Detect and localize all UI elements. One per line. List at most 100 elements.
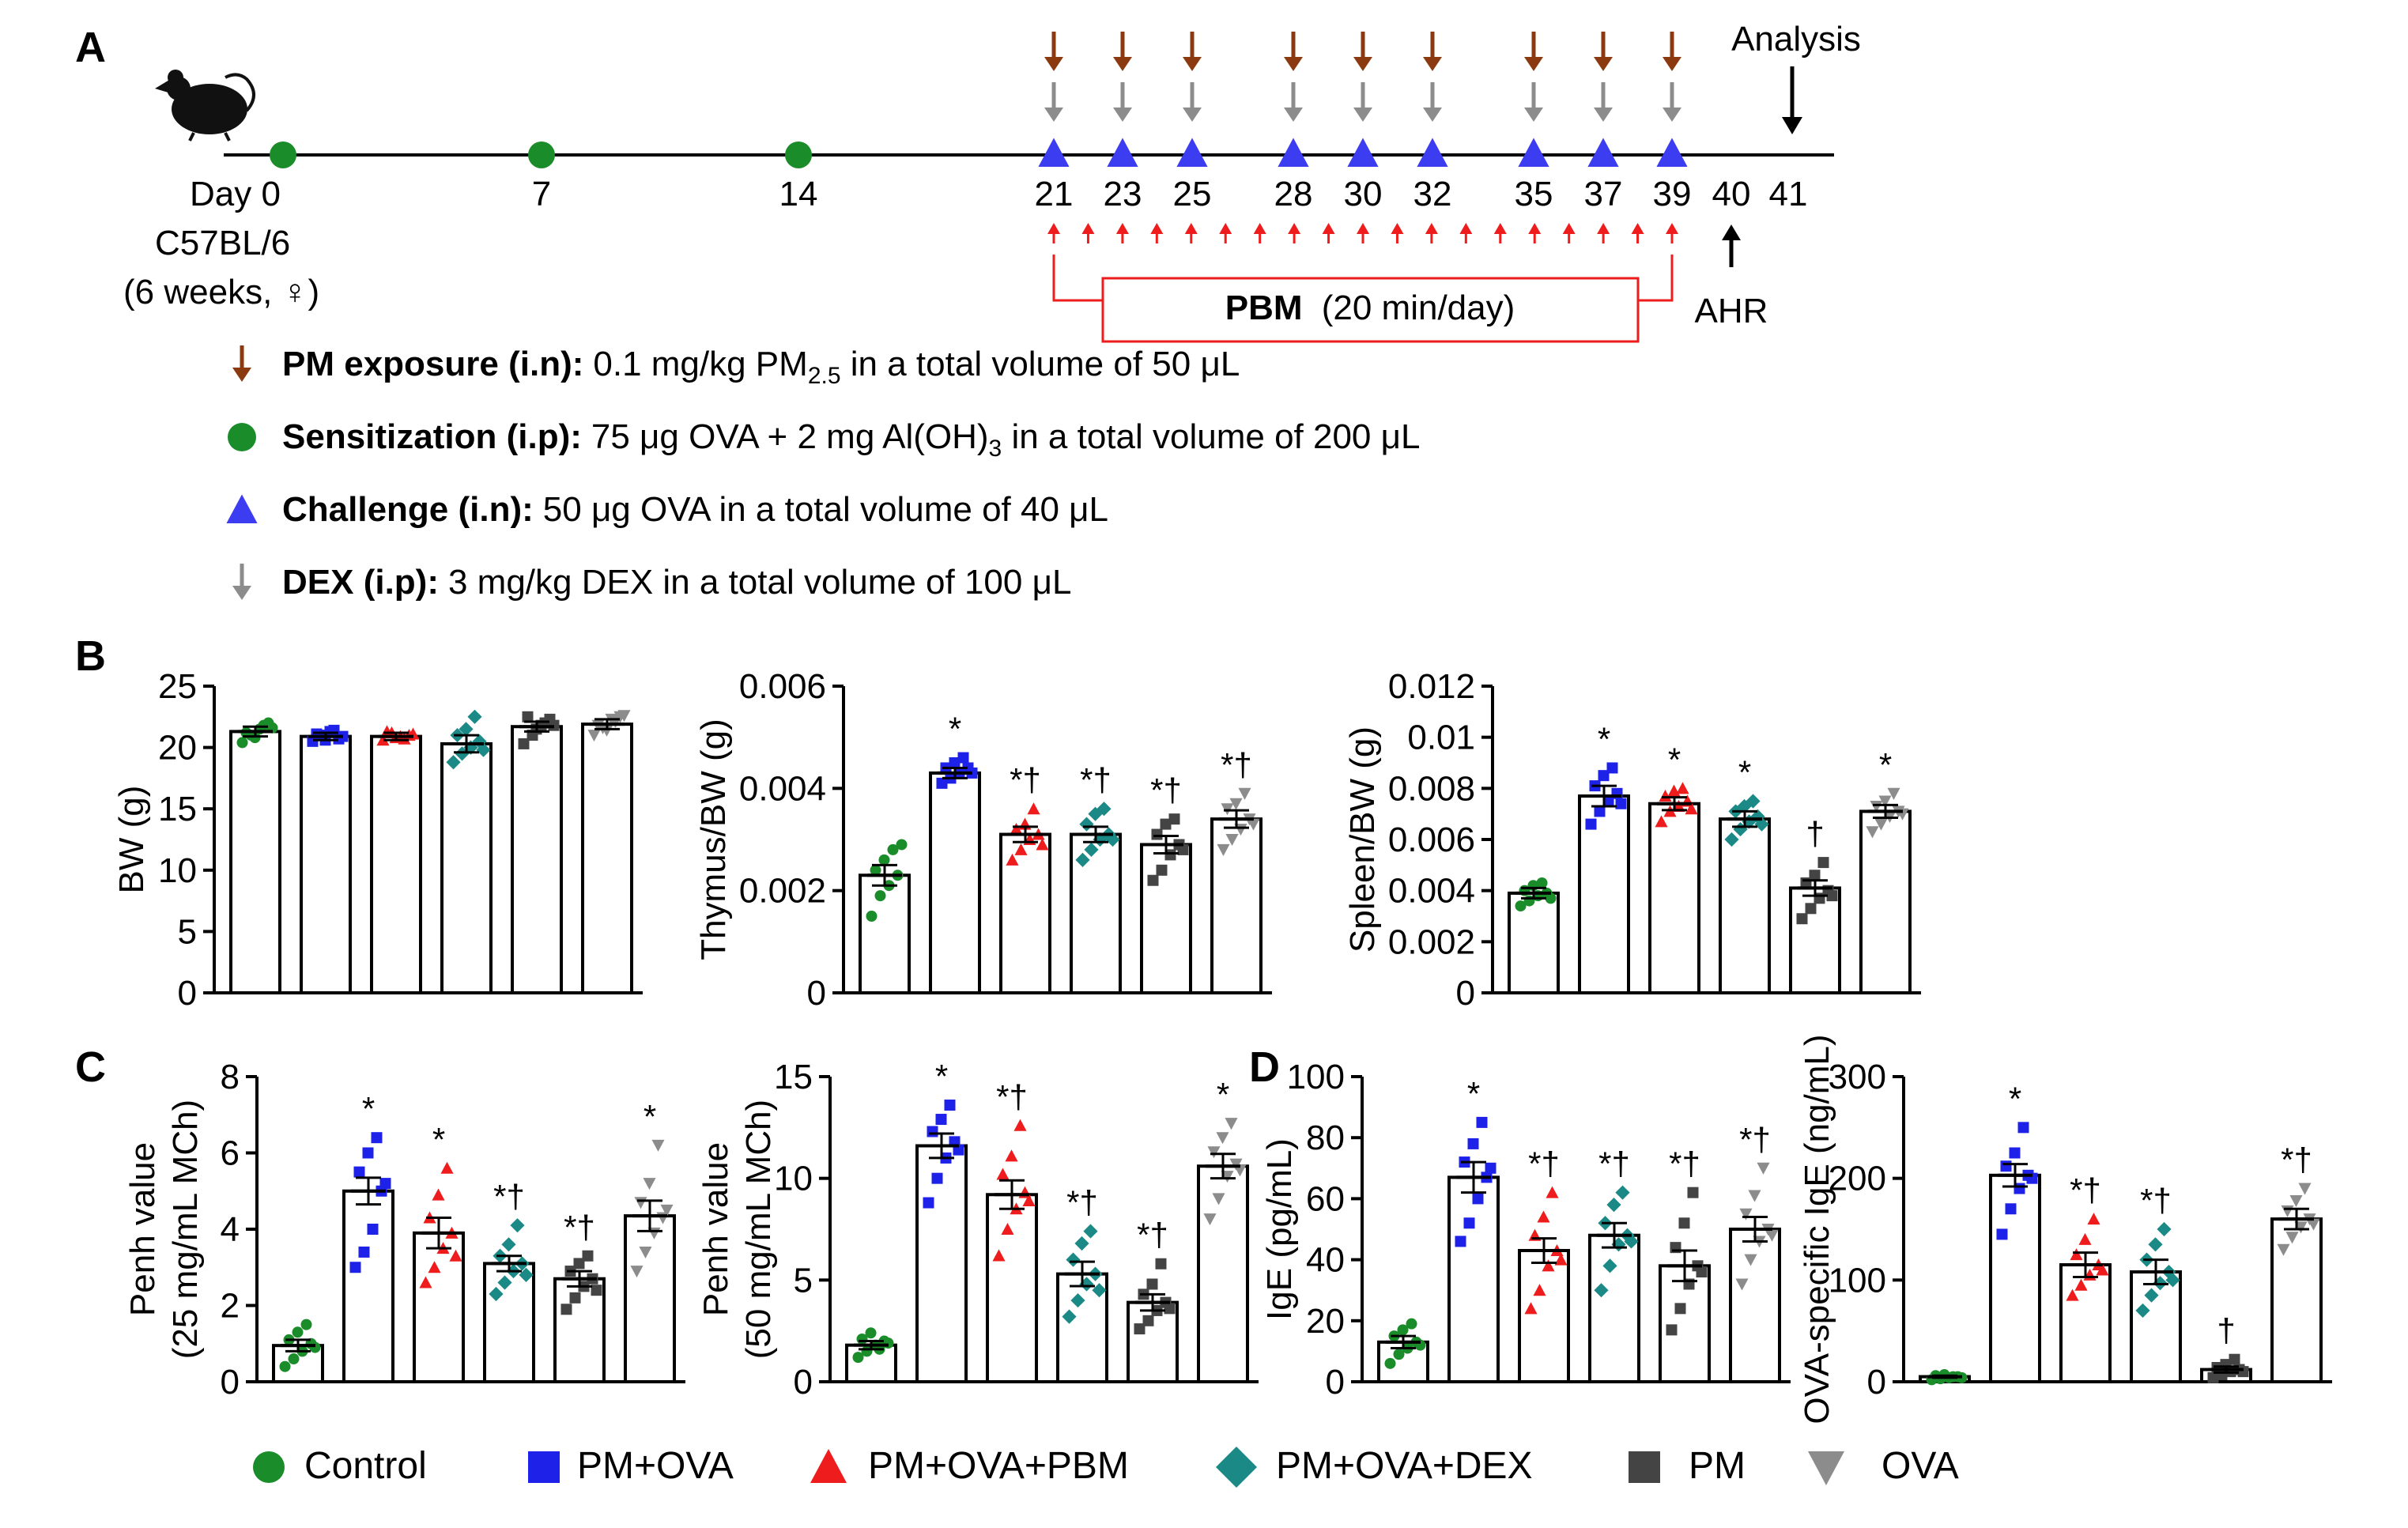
pbm-arrow-icon	[1184, 223, 1198, 243]
significance-mark: *†	[2281, 1141, 2312, 1179]
pbm-bracket	[1052, 255, 1674, 302]
significance-mark: *†	[1066, 1184, 1098, 1221]
data-point	[379, 1178, 391, 1190]
error-bar	[854, 1340, 889, 1351]
legend-a-text-post: in a total volume of 50 μL	[841, 345, 1240, 383]
y-axis-label: Penh value	[696, 1142, 735, 1316]
data-point	[1164, 849, 1176, 861]
y-axis-label: Penh value	[123, 1142, 162, 1316]
data-point	[896, 839, 908, 851]
data-point	[1545, 892, 1557, 904]
data-point	[1676, 782, 1689, 794]
bar	[624, 1214, 676, 1384]
legend-a-row: Challenge (i.n): 50 μg OVA in a total vol…	[282, 490, 1108, 529]
legend-label: OVA	[1881, 1445, 1959, 1487]
significance-mark: *	[2009, 1080, 2021, 1117]
day-label: 35	[1515, 175, 1553, 213]
data-point	[1826, 890, 1838, 902]
pbm-arrow-icon	[1666, 223, 1678, 243]
y-tick-label: 0.01	[1407, 719, 1475, 757]
data-point	[1757, 1162, 1770, 1175]
legend-item: PM+OVA+DEX	[1216, 1445, 1533, 1488]
data-point	[634, 1197, 647, 1209]
data-point	[1870, 800, 1883, 813]
data-point	[2070, 1248, 2083, 1261]
error-bar	[1727, 809, 1762, 828]
chart-spleen: 0 0.002 0.004 0.006 0.008 0.01 0.012Spleen/BW …	[1343, 667, 1921, 1013]
significance-mark: †	[2217, 1312, 2235, 1349]
data-point	[2148, 1237, 2163, 1252]
y-axis-label: BW (g)	[112, 786, 151, 894]
legend-a: PM exposure (i.n): 0.1 mg/kg PM2.5 in a t…	[226, 345, 1420, 602]
y-axis-label: IgE (pg/mL)	[1260, 1138, 1299, 1320]
error-bar	[238, 725, 273, 738]
data-point	[1229, 798, 1243, 810]
data-point	[300, 1319, 312, 1330]
y-tick-label: 0.002	[739, 872, 826, 911]
y-tick-label: 0.004	[1388, 872, 1475, 911]
legend-a-row: PM exposure (i.n): 0.1 mg/kg PM2.5 in a t…	[282, 345, 1240, 389]
y-tick-label: 100	[1287, 1058, 1345, 1096]
bar	[1659, 1264, 1711, 1383]
chart-bw: 0 5 10 15 20 25 BW (g)	[112, 667, 643, 1013]
pbm-arrow-icon	[1391, 223, 1404, 243]
panel-label-d: D	[1249, 1043, 1280, 1091]
data-point	[587, 730, 601, 742]
bar	[1197, 1164, 1249, 1384]
pbm-arrow-icon	[1631, 223, 1644, 243]
y-tick-label: 0	[178, 974, 197, 1013]
data-point	[1542, 1259, 1555, 1272]
y-axis-label-units: (50 mg/mL MCh)	[739, 1100, 778, 1359]
dex-arrow-icon	[1594, 82, 1613, 122]
chart-penh50: 0 5 10 15 Penh value (50 mg/mL MCh) * *† *† *† *	[696, 1058, 1259, 1402]
y-tick-label: 0.006	[739, 667, 826, 706]
data-point	[1678, 1217, 1690, 1229]
data-point	[1156, 864, 1168, 876]
analysis-arrow-icon	[1782, 66, 1802, 134]
data-point	[1878, 795, 1892, 808]
data-point	[1536, 877, 1548, 889]
challenge-legend-icon	[226, 494, 258, 523]
error-bar	[1738, 1216, 1772, 1243]
data-point	[992, 1249, 1006, 1262]
significance-mark: *	[362, 1090, 375, 1127]
data-point	[1742, 814, 1757, 829]
bar	[511, 725, 563, 994]
day-label: 41	[1769, 175, 1808, 213]
data-point	[2207, 1371, 2219, 1383]
legend-label: PM+OVA+DEX	[1276, 1445, 1533, 1487]
pbm-label: PBM (20 min/day)	[1225, 289, 1515, 327]
data-point	[2000, 1160, 2012, 1172]
error-bar	[281, 1338, 315, 1353]
data-point	[288, 1353, 300, 1365]
timeline-marks	[270, 32, 1688, 168]
data-point	[1554, 1253, 1568, 1266]
data-point	[617, 710, 631, 722]
data-point	[2144, 1288, 2159, 1303]
day-label: 25	[1173, 175, 1212, 213]
data-point	[1746, 794, 1761, 809]
pm-exposure-arrow-icon	[1353, 32, 1372, 71]
data-point	[367, 1224, 379, 1235]
legend-a-row: Sensitization (i.p): 75 μg OVA + 2 mg Al(…	[282, 417, 1420, 462]
data-point	[2005, 1203, 2017, 1215]
legend-label: PM+OVA+PBM	[868, 1445, 1129, 1487]
day-label: 28	[1274, 175, 1313, 213]
dex-arrow-icon	[1663, 82, 1681, 122]
legend-marker-icon	[1629, 1451, 1660, 1483]
y-tick-label: 0	[794, 1363, 813, 1402]
data-point	[1393, 1349, 1405, 1360]
pbm-arrow-icon	[1425, 223, 1438, 243]
dex-legend-icon	[232, 564, 251, 600]
data-point	[1748, 1190, 1761, 1202]
data-point	[1147, 874, 1159, 886]
error-bar	[492, 1254, 527, 1273]
data-point	[2285, 1232, 2299, 1244]
data-point	[1602, 795, 1614, 807]
significance-mark: *	[1879, 746, 1892, 783]
data-point	[1476, 1116, 1488, 1128]
pm-exposure-arrow-icon	[1113, 32, 1132, 71]
bar	[915, 1144, 968, 1383]
data-point	[1809, 870, 1821, 881]
